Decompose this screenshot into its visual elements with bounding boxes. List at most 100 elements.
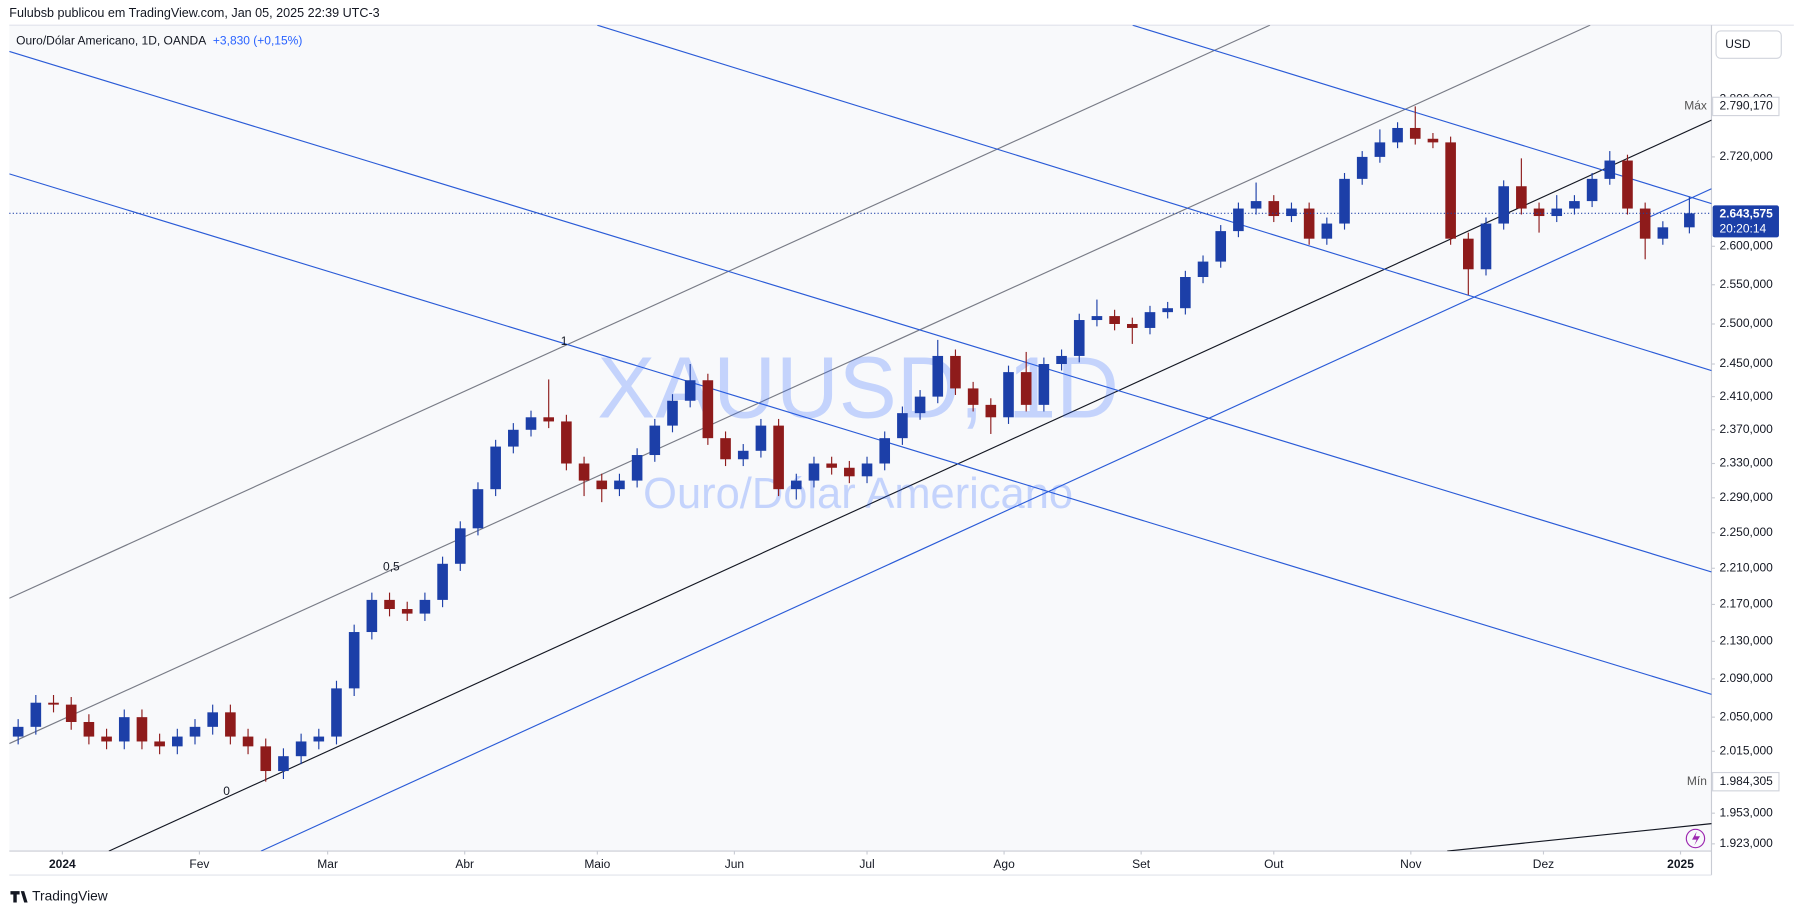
candle-body bbox=[684, 380, 696, 401]
candle-body bbox=[844, 467, 855, 477]
candle-body bbox=[30, 702, 42, 727]
min-label: 1.984,305 bbox=[1719, 774, 1773, 788]
trend-line bbox=[260, 188, 1712, 852]
candle-body bbox=[1250, 201, 1262, 209]
y-tick-label: 2.130,000 bbox=[1719, 633, 1773, 647]
x-tick-label: Abr bbox=[455, 857, 474, 871]
x-tick-label: Jun bbox=[725, 857, 744, 871]
candle-body bbox=[755, 425, 767, 451]
alert-icon[interactable] bbox=[1685, 828, 1706, 849]
trend-line bbox=[9, 25, 1271, 599]
candle-body bbox=[65, 704, 77, 722]
last-price-label: 2.643,575 bbox=[1719, 207, 1773, 221]
currency-button[interactable] bbox=[1715, 30, 1782, 59]
candle-body bbox=[136, 717, 148, 742]
trend-line bbox=[9, 50, 1712, 573]
candle-body bbox=[897, 413, 908, 439]
max-label: 2.790,170 bbox=[1719, 99, 1773, 113]
candle-body bbox=[1409, 127, 1421, 139]
candle-body bbox=[419, 599, 431, 614]
fib-label: 0,5 bbox=[383, 560, 400, 574]
y-tick-label: 2.250,000 bbox=[1719, 525, 1773, 539]
candle-body bbox=[12, 726, 24, 737]
candle-body bbox=[578, 463, 590, 481]
trend-line bbox=[597, 25, 1712, 372]
y-tick-label: 2.550,000 bbox=[1719, 277, 1773, 291]
candle-body bbox=[667, 400, 678, 426]
candle-body bbox=[1215, 231, 1227, 262]
candle-body bbox=[702, 380, 714, 439]
logo-mark bbox=[10, 891, 28, 903]
candle-body bbox=[1073, 320, 1085, 356]
candle-body bbox=[508, 429, 519, 447]
candle-body bbox=[879, 438, 891, 464]
symbol: Ouro/Dólar Americano, 1D, OANDA bbox=[16, 33, 206, 47]
candle-body bbox=[1233, 208, 1244, 232]
trend-line bbox=[9, 25, 1591, 745]
x-tick-label: Maio bbox=[584, 857, 610, 871]
candle-body bbox=[401, 609, 413, 614]
candle-body bbox=[83, 721, 95, 737]
x-tick-label: Dez bbox=[1533, 857, 1554, 871]
x-tick-label: Fev bbox=[189, 857, 209, 871]
candle-body bbox=[118, 717, 130, 742]
alert-icon-bolt bbox=[1692, 831, 1701, 846]
y-tick-label: 2.170,000 bbox=[1719, 597, 1773, 611]
candle-body bbox=[1516, 186, 1527, 209]
y-tick-label: 1.953,000 bbox=[1719, 805, 1773, 819]
y-tick-label: 2.720,000 bbox=[1719, 149, 1773, 163]
candle-body bbox=[331, 688, 342, 737]
x-tick-label: Out bbox=[1264, 857, 1284, 871]
candle-body bbox=[808, 463, 820, 481]
y-tick-label: 2.410,000 bbox=[1719, 389, 1773, 403]
candles bbox=[12, 106, 1695, 782]
watermark-name: Ouro/Dólar Americano bbox=[643, 470, 1073, 518]
candle-body bbox=[278, 756, 289, 772]
candle-body bbox=[525, 417, 537, 430]
candle-body bbox=[1144, 312, 1156, 328]
candle-body bbox=[950, 355, 961, 389]
candle-body bbox=[1498, 186, 1509, 224]
y-tick-label: 2.210,000 bbox=[1719, 560, 1773, 574]
y-tick-label: 2.050,000 bbox=[1719, 709, 1773, 723]
candle-body bbox=[313, 736, 325, 742]
candle-body bbox=[561, 421, 572, 464]
candle-body bbox=[631, 455, 643, 481]
candle-body bbox=[1569, 201, 1580, 209]
x-tick-label: 2025 bbox=[1667, 857, 1694, 871]
candle-body bbox=[932, 355, 944, 397]
fib-label: 0 bbox=[223, 784, 230, 798]
plot-area bbox=[9, 25, 1712, 852]
candle-body bbox=[1586, 178, 1598, 202]
candle-body bbox=[1321, 223, 1333, 239]
candle-body bbox=[543, 417, 555, 422]
max-name: Máx bbox=[1684, 99, 1707, 113]
min-box bbox=[1712, 771, 1780, 792]
candle-body bbox=[242, 736, 254, 747]
currency[interactable]: USD bbox=[1725, 37, 1751, 51]
candle-body bbox=[1126, 323, 1138, 328]
candle-body bbox=[1303, 208, 1315, 239]
countdown: 20:20:14 bbox=[1719, 222, 1766, 236]
x-tick-label: 2024 bbox=[49, 857, 76, 871]
trend-line bbox=[9, 173, 1712, 695]
candle-body bbox=[737, 450, 749, 460]
candle-body bbox=[1286, 208, 1297, 217]
trend-line bbox=[108, 119, 1712, 852]
footer-logo: TradingView bbox=[32, 888, 108, 903]
x-tick-label: Set bbox=[1132, 857, 1151, 871]
y-tick-label: 2.015,000 bbox=[1719, 743, 1773, 757]
candle-body bbox=[985, 404, 997, 418]
candle-body bbox=[1533, 208, 1545, 217]
candle-body bbox=[1604, 160, 1616, 179]
y-tick-label: 1.923,000 bbox=[1719, 836, 1773, 850]
candle-body bbox=[1003, 372, 1014, 418]
y-tick-label: 2.330,000 bbox=[1719, 456, 1773, 470]
candle-body bbox=[614, 480, 625, 490]
candle-body bbox=[366, 599, 378, 633]
max-box bbox=[1712, 96, 1780, 117]
y-tick-label: 2.450,000 bbox=[1719, 356, 1773, 370]
x-tick-label: Mar bbox=[317, 857, 338, 871]
x-tick-label: Ago bbox=[993, 857, 1015, 871]
